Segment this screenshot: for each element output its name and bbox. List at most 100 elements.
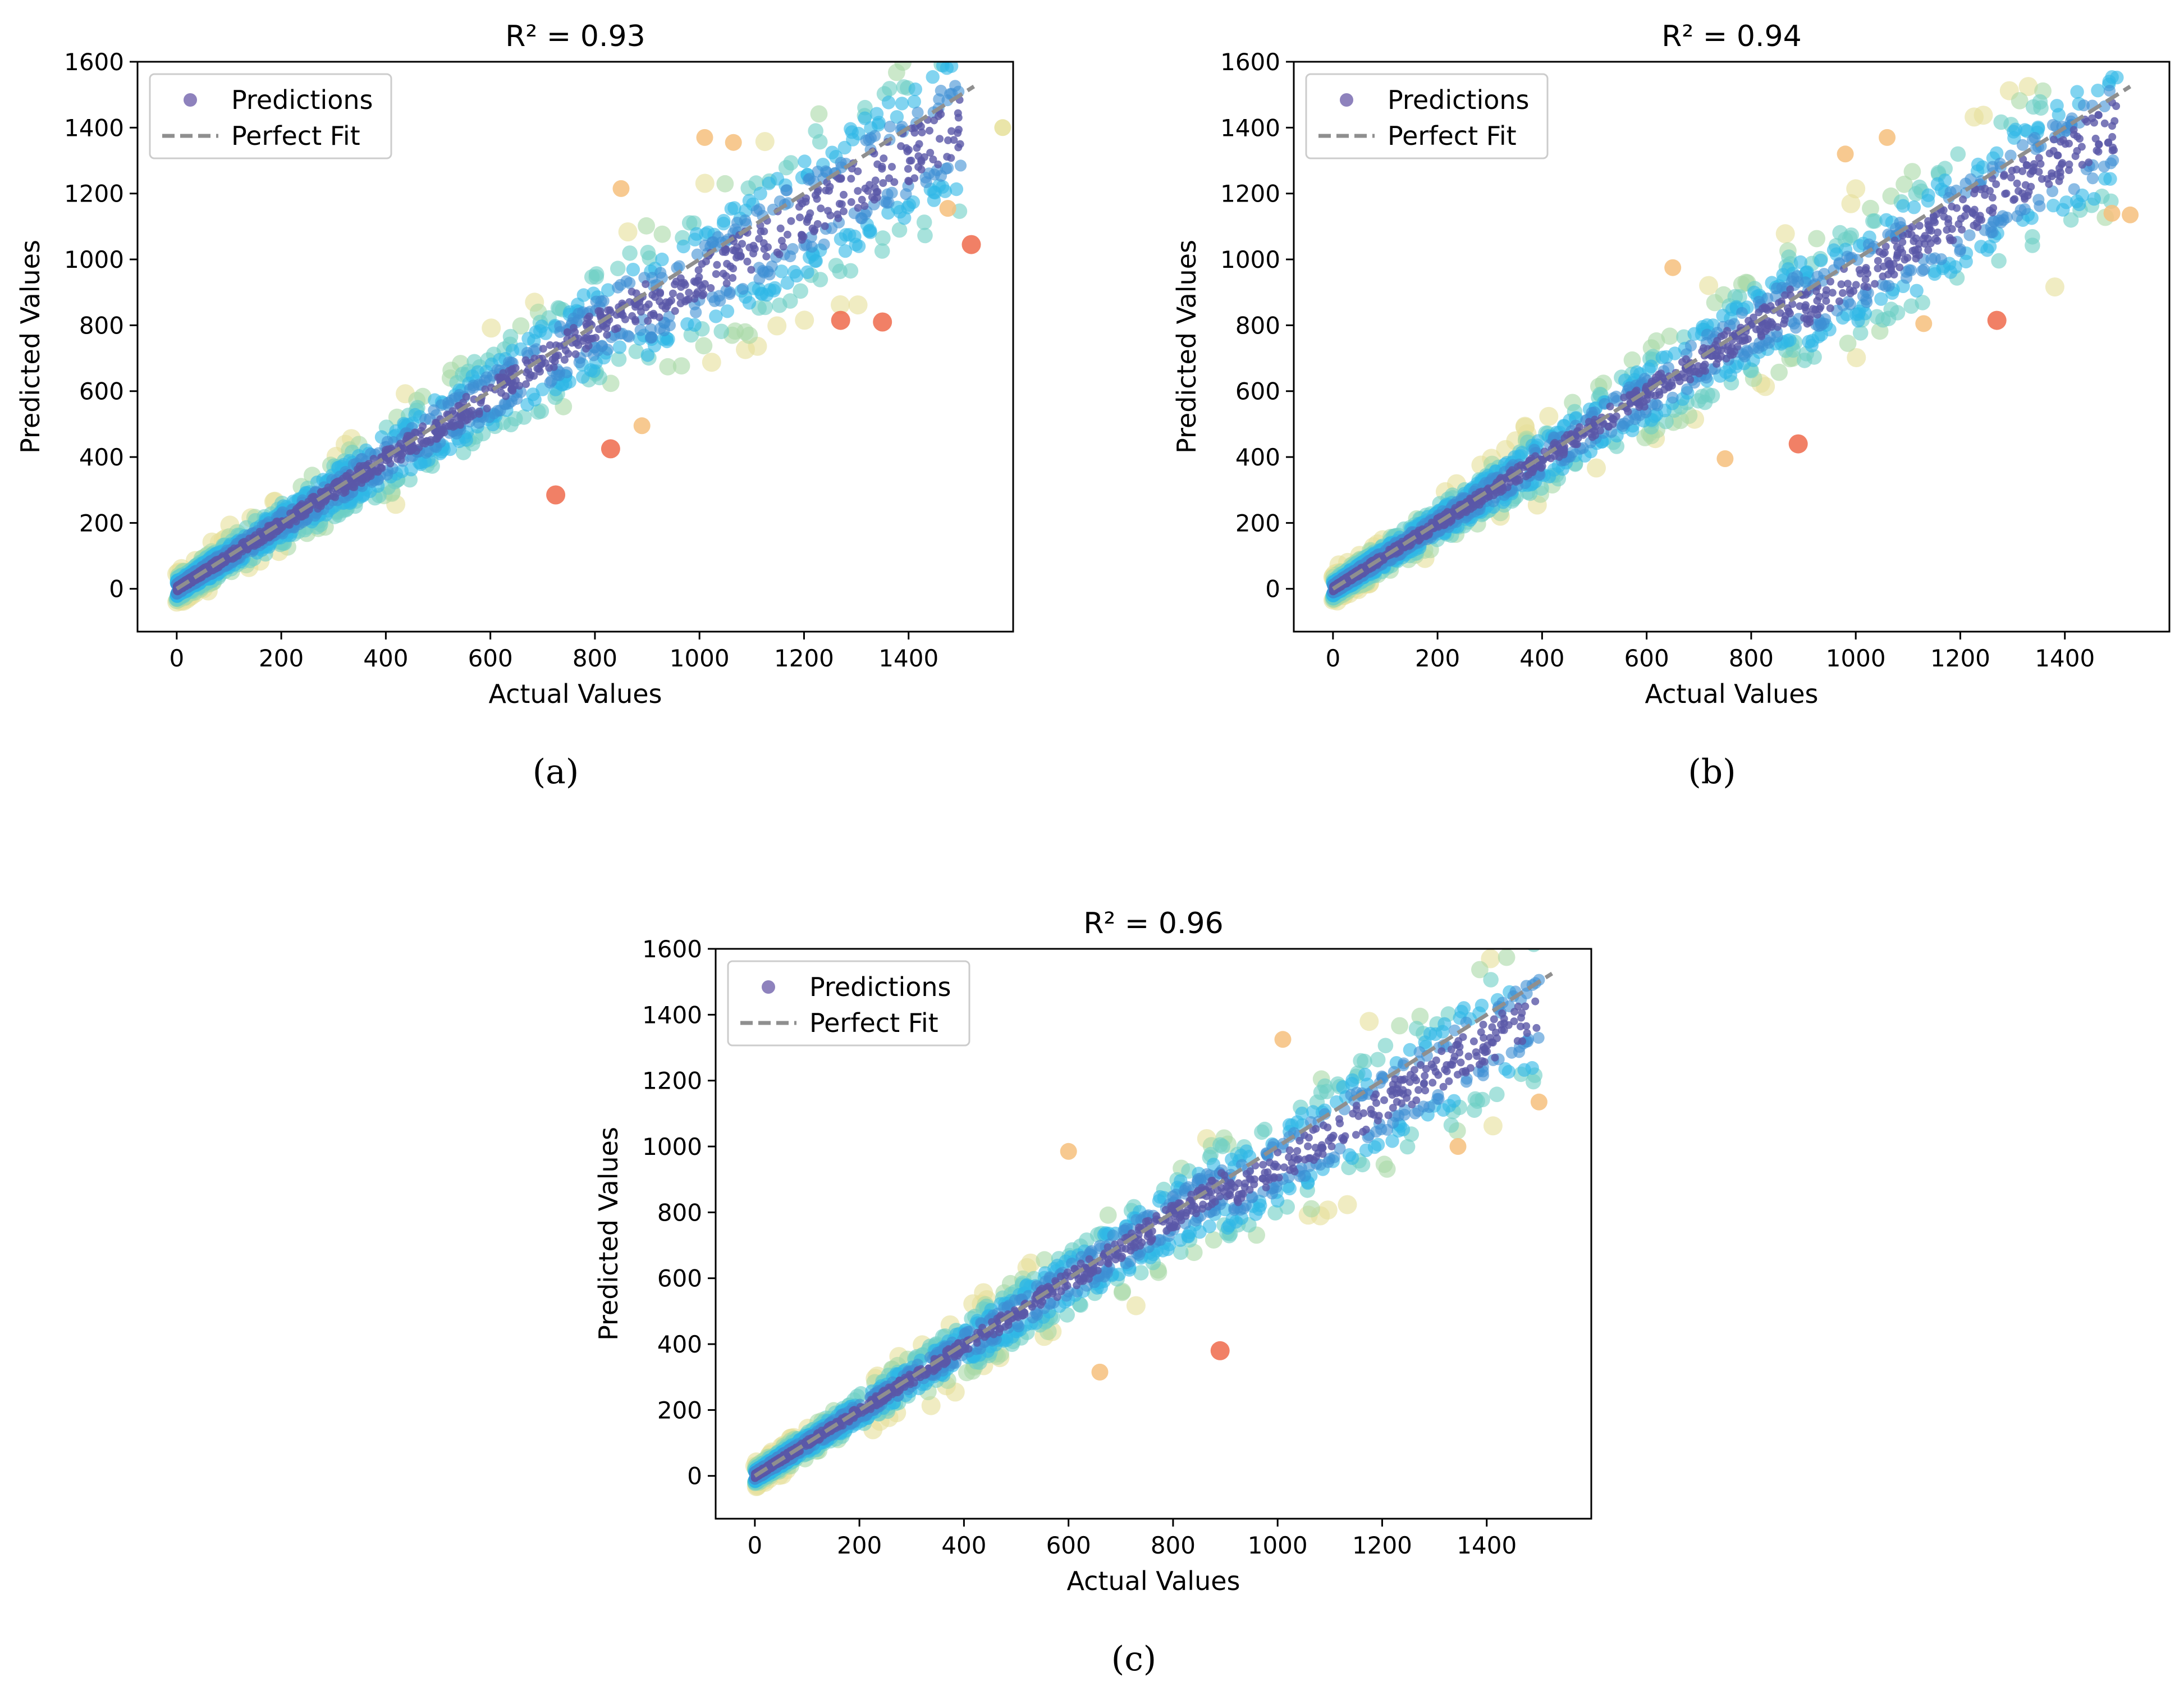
scatter-point bbox=[940, 162, 952, 175]
outlier-point bbox=[725, 134, 742, 151]
scatter-point bbox=[740, 180, 756, 196]
scatter-point bbox=[835, 200, 844, 208]
scatter-point bbox=[874, 243, 890, 259]
y-tick-label: 1200 bbox=[64, 180, 124, 208]
scatter-point bbox=[944, 62, 959, 73]
scatter-point bbox=[603, 331, 611, 339]
scatter-point bbox=[1987, 215, 1999, 227]
scatter-point bbox=[1661, 327, 1679, 345]
scatter-point bbox=[812, 134, 828, 150]
scatter-point bbox=[917, 227, 933, 244]
scatter-point bbox=[802, 198, 810, 206]
scatter-point bbox=[723, 259, 731, 268]
scatter-point bbox=[1862, 199, 1879, 217]
scatter-point bbox=[810, 105, 828, 123]
scatter-point bbox=[1821, 291, 1830, 299]
scatter-point bbox=[2016, 139, 2029, 151]
scatter-point bbox=[719, 269, 727, 278]
scatter-point bbox=[2083, 117, 2091, 126]
scatter-point bbox=[702, 353, 721, 372]
scatter-point bbox=[837, 175, 845, 183]
scatter-point bbox=[2035, 154, 2043, 162]
scatter-point bbox=[1846, 179, 1866, 199]
scatter-point bbox=[1989, 204, 1998, 212]
scatter-point bbox=[680, 317, 694, 331]
scatter-point bbox=[824, 207, 832, 215]
scatter-point bbox=[1908, 246, 1917, 255]
outlier-point bbox=[961, 235, 981, 254]
scatter-point bbox=[1839, 289, 1847, 297]
scatter-point bbox=[775, 264, 789, 278]
scatter-point bbox=[1918, 263, 1930, 276]
scatter-point bbox=[1864, 269, 1872, 278]
scatter-point bbox=[1822, 297, 1830, 305]
scatter-point bbox=[1837, 280, 1846, 289]
scatter-point bbox=[848, 295, 868, 315]
scatter-point bbox=[610, 261, 626, 277]
scatter-point bbox=[1895, 175, 1913, 193]
scatter-point bbox=[1874, 292, 1888, 306]
scatter-point bbox=[797, 231, 805, 239]
scatter-point bbox=[483, 374, 496, 387]
scatter-point bbox=[1903, 254, 1912, 262]
scatter-point bbox=[818, 238, 830, 250]
scatter-point bbox=[656, 297, 663, 305]
scatter-point bbox=[831, 295, 850, 314]
y-tick-label: 1000 bbox=[64, 246, 124, 273]
scatter-point bbox=[1890, 236, 1899, 245]
scatter-point bbox=[956, 140, 964, 148]
scatter-point bbox=[644, 300, 653, 308]
scatter-point bbox=[1842, 295, 1855, 308]
scatter-point bbox=[2054, 151, 2062, 159]
scatter-point bbox=[1808, 230, 1825, 248]
scatter-point bbox=[1943, 226, 1951, 234]
scatter-point bbox=[2094, 111, 2103, 120]
scatter-point bbox=[923, 167, 935, 180]
scatter-point bbox=[929, 156, 937, 163]
scatter-point bbox=[1959, 195, 1967, 204]
scatter-point bbox=[483, 404, 491, 413]
scatter-point bbox=[767, 316, 787, 336]
scatter-point bbox=[787, 217, 795, 225]
scatter-point bbox=[512, 317, 530, 335]
panel-b: R² = 0.94 0 200 400 600 800 1000 1200 1400 0 200 40… bbox=[1156, 0, 2184, 820]
scatter-point bbox=[1623, 351, 1641, 369]
scatter-point bbox=[417, 436, 425, 445]
scatter-point bbox=[2108, 42, 2123, 57]
scatter-point bbox=[2087, 192, 2101, 206]
scatter-point bbox=[934, 160, 942, 168]
scatter-point bbox=[2011, 92, 2029, 109]
scatter-point bbox=[716, 217, 731, 231]
scatter-point bbox=[901, 44, 919, 62]
scatter-point bbox=[2038, 175, 2046, 183]
scatter-point bbox=[906, 195, 921, 209]
scatter-point bbox=[2014, 187, 2023, 195]
scatter-point bbox=[1800, 314, 1808, 322]
scatter-point bbox=[912, 106, 924, 118]
scatter-point bbox=[1908, 223, 1917, 231]
scatter-point bbox=[813, 220, 822, 228]
scatter-point bbox=[1981, 191, 1989, 199]
scatter-point bbox=[2011, 195, 2019, 203]
scatter-point bbox=[581, 334, 589, 342]
scatter-point bbox=[749, 241, 758, 250]
scatter-point bbox=[2091, 84, 2105, 98]
scatter-point bbox=[1924, 246, 1933, 254]
scatter-point bbox=[676, 239, 690, 254]
scatter-point bbox=[786, 243, 799, 255]
scatter-point bbox=[854, 167, 862, 176]
scatter-point bbox=[695, 337, 713, 355]
outlier-point bbox=[831, 310, 850, 330]
scatter-point bbox=[2107, 154, 2119, 167]
scatter-point bbox=[779, 243, 787, 251]
scatter-point bbox=[821, 222, 829, 230]
scatter-point bbox=[2026, 170, 2035, 178]
scatter-point bbox=[920, 153, 928, 161]
scatter-point bbox=[1874, 264, 1882, 272]
scatter-point bbox=[951, 33, 967, 49]
scatter-point bbox=[784, 230, 791, 239]
scatter-point bbox=[1939, 206, 1948, 214]
scatter-point bbox=[904, 165, 912, 173]
scatter-point bbox=[795, 310, 814, 330]
